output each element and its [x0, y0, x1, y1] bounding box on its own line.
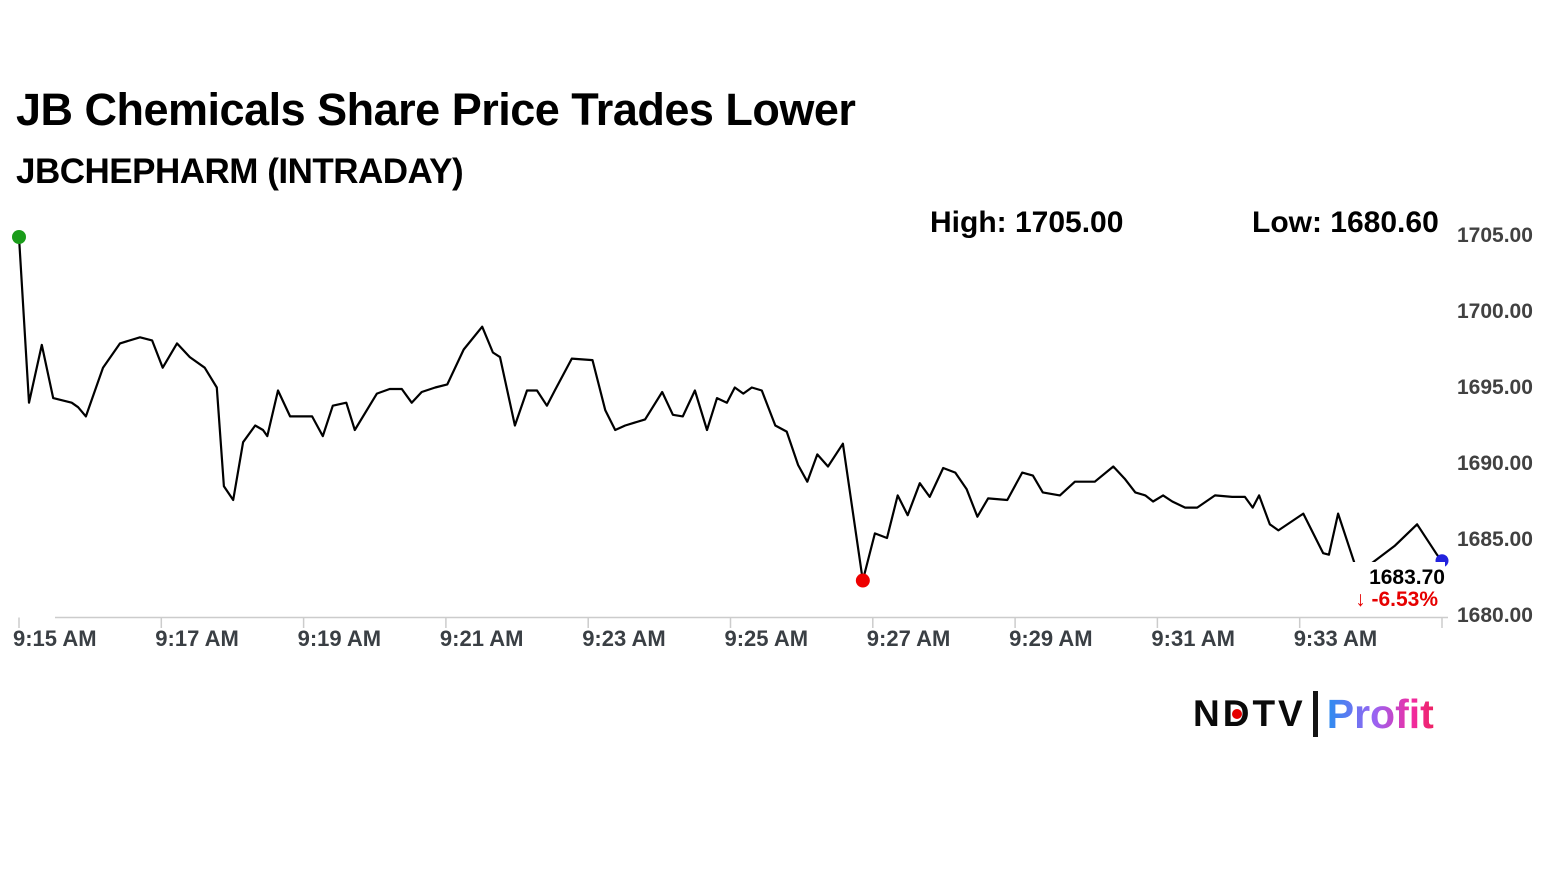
x-axis-label: 9:19 AM: [297, 626, 382, 651]
y-axis-label: 1705.00: [1457, 224, 1533, 247]
x-axis-label: 9:27 AM: [866, 626, 951, 651]
x-axis-label: 9:23 AM: [582, 626, 666, 651]
ticker-subtitle: JBCHEPHARM (INTRADAY): [16, 152, 464, 191]
profit-logo-text: Profit: [1326, 691, 1434, 737]
ndtv-profit-logo: NDTV Profit: [1193, 690, 1434, 738]
change-percent-annotation: ↓ -6.53%: [1355, 588, 1438, 611]
ndtv-logo-letters: NDTV: [1193, 693, 1306, 734]
y-axis-label: 1680.00: [1457, 604, 1533, 627]
y-axis-label: 1695.00: [1457, 376, 1533, 399]
ndtv-logo-text: NDTV: [1193, 690, 1306, 738]
last-price-annotation: 1683.70: [1330, 562, 1445, 590]
low-dot: [855, 573, 870, 588]
y-axis-label: 1690.00: [1457, 452, 1533, 475]
x-axis-label: 9:29 AM: [1009, 626, 1093, 651]
y-axis-label: 1700.00: [1457, 300, 1533, 323]
low-value-label: Low: 1680.60: [1252, 206, 1439, 239]
logo-separator-bar: [1312, 691, 1318, 737]
x-axis-label: 9:25 AM: [724, 626, 809, 651]
y-axis-label: 1685.00: [1457, 528, 1533, 551]
x-axis-label: 9:33 AM: [1293, 626, 1378, 651]
ndtv-red-dot-icon: [1232, 709, 1242, 719]
page-title: JB Chemicals Share Price Trades Lower: [16, 84, 856, 135]
price-line: [17, 235, 1444, 582]
x-axis-label: 9:21 AM: [439, 626, 524, 651]
x-axis-label: 9:31 AM: [1151, 626, 1235, 651]
high-value-label: High: 1705.00: [930, 206, 1124, 239]
x-axis-label: 9:17 AM: [155, 626, 239, 651]
x-axis-label: 9:15 AM: [13, 626, 97, 651]
open-dot: [12, 230, 26, 244]
